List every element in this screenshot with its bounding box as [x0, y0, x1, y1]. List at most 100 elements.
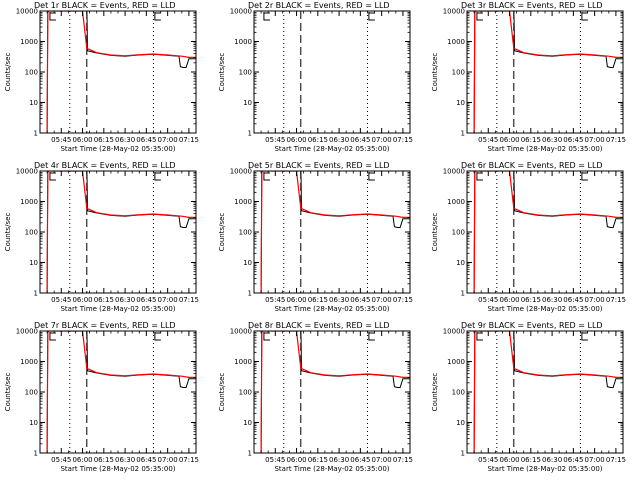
x-axis-label: Start Time (28-May-02 05:35:00): [274, 305, 389, 313]
x-tick-label: 06:00: [72, 456, 92, 464]
saa-bracket-marker: [581, 172, 588, 181]
panel-title: Det 2r BLACK = Events, RED = LLD: [248, 1, 390, 10]
y-tick-label: 1000: [234, 38, 252, 46]
x-tick-label: 07:15: [179, 296, 199, 304]
y-tick-label: 100: [452, 69, 465, 77]
x-tick-label: 06:15: [308, 296, 328, 304]
saa-bracket-marker: [49, 332, 56, 341]
lld-series-line: [46, 171, 196, 293]
panel-title: Det 1r BLACK = Events, RED = LLD: [34, 1, 176, 10]
x-tick-label: 07:00: [158, 296, 178, 304]
x-tick-label: 05:45: [265, 296, 285, 304]
panel-title: Det 3r BLACK = Events, RED = LLD: [461, 1, 603, 10]
y-tick-label: 1: [34, 450, 38, 458]
x-tick-label: 05:45: [478, 296, 498, 304]
x-tick-label: 06:45: [350, 136, 370, 144]
x-tick-label: 06:30: [542, 296, 562, 304]
x-axis-label: Start Time (28-May-02 05:35:00): [487, 145, 602, 153]
x-tick-label: 07:00: [372, 136, 392, 144]
x-tick-label: 07:00: [372, 456, 392, 464]
y-tick-label: 1000: [234, 198, 252, 206]
saa-bracket-marker: [49, 12, 56, 21]
plot-frame: [466, 170, 624, 294]
x-tick-label: 06:30: [329, 296, 349, 304]
detector-panel: Det 7r BLACK = Events, RED = LLD 1 10 100 10…: [4, 321, 199, 473]
lld-series-line: [473, 331, 623, 453]
x-axis-label: Start Time (28-May-02 05:35:00): [60, 305, 175, 313]
x-tick-label: 05:45: [51, 456, 71, 464]
x-tick-label: 06:00: [286, 296, 306, 304]
events-series-line: [260, 331, 410, 453]
y-axis-label: Counts/sec: [4, 53, 12, 92]
saa-bracket-marker: [263, 12, 270, 21]
plot-frame: [253, 10, 411, 134]
saa-bracket-marker: [154, 332, 161, 341]
y-axis-label: Counts/sec: [431, 213, 439, 252]
x-tick-label: 06:15: [94, 456, 114, 464]
events-series-line: [473, 331, 623, 453]
y-tick-label: 10: [456, 259, 465, 267]
x-tick-label: 06:30: [115, 136, 135, 144]
x-tick-label: 06:45: [136, 296, 156, 304]
y-axis-label: Counts/sec: [218, 213, 226, 252]
y-tick-label: 10000: [443, 328, 465, 336]
x-tick-label: 06:00: [499, 296, 519, 304]
y-tick-label: 1: [34, 130, 38, 138]
saa-bracket-marker: [263, 332, 270, 341]
x-axis-label: Start Time (28-May-02 05:35:00): [487, 465, 602, 473]
x-tick-label: 06:00: [286, 456, 306, 464]
saa-bracket-marker: [476, 332, 483, 341]
y-axis-label: Counts/sec: [218, 53, 226, 92]
x-tick-label: 07:15: [179, 456, 199, 464]
x-axis-label: Start Time (28-May-02 05:35:00): [274, 145, 389, 153]
x-tick-label: 06:30: [542, 456, 562, 464]
saa-bracket-marker: [49, 172, 56, 181]
x-tick-label: 06:00: [72, 296, 92, 304]
y-tick-label: 1: [461, 290, 465, 298]
y-axis-label: Counts/sec: [218, 373, 226, 412]
saa-bracket-marker: [263, 172, 270, 181]
detector-panel: Det 5r BLACK = Events, RED = LLD 1 10 100 10…: [218, 161, 413, 313]
y-tick-label: 10: [29, 419, 38, 427]
x-tick-label: 05:45: [51, 296, 71, 304]
y-tick-label: 1000: [20, 358, 38, 366]
lld-series-line: [473, 11, 623, 133]
y-tick-label: 100: [452, 229, 465, 237]
x-tick-label: 05:45: [265, 456, 285, 464]
y-tick-label: 10000: [16, 8, 38, 16]
x-tick-label: 06:45: [136, 136, 156, 144]
y-tick-label: 10000: [16, 328, 38, 336]
y-tick-label: 1: [34, 290, 38, 298]
detector-panel: Det 2r BLACK = Events, RED = LLD 1 10 100 10…: [218, 1, 413, 153]
x-tick-label: 07:15: [606, 136, 626, 144]
detector-panel: Det 4r BLACK = Events, RED = LLD 1 10 100 10…: [4, 161, 199, 313]
x-tick-label: 05:45: [51, 136, 71, 144]
x-tick-label: 07:00: [372, 296, 392, 304]
x-tick-label: 06:45: [563, 456, 583, 464]
y-tick-label: 1: [248, 290, 252, 298]
x-tick-label: 06:45: [563, 136, 583, 144]
saa-bracket-marker: [581, 12, 588, 21]
saa-bracket-marker: [476, 172, 483, 181]
y-tick-label: 100: [452, 389, 465, 397]
detector-panel: Det 6r BLACK = Events, RED = LLD 1 10 100 10…: [431, 161, 626, 313]
x-tick-label: 07:15: [179, 136, 199, 144]
y-tick-label: 10: [456, 419, 465, 427]
x-tick-label: 07:15: [393, 296, 413, 304]
x-tick-label: 07:15: [606, 296, 626, 304]
x-tick-label: 06:45: [563, 296, 583, 304]
y-tick-label: 1000: [447, 358, 465, 366]
x-tick-label: 06:15: [94, 136, 114, 144]
x-tick-label: 06:45: [350, 456, 370, 464]
detector-panel: Det 9r BLACK = Events, RED = LLD 1 10 100 10…: [431, 321, 626, 473]
x-tick-label: 06:00: [499, 456, 519, 464]
y-tick-label: 100: [25, 229, 38, 237]
x-tick-label: 06:00: [286, 136, 306, 144]
x-tick-label: 07:00: [585, 456, 605, 464]
events-series-line: [46, 11, 196, 133]
y-tick-label: 1000: [447, 198, 465, 206]
x-tick-label: 05:45: [478, 136, 498, 144]
y-axis-label: Counts/sec: [431, 53, 439, 92]
saa-bracket-marker: [581, 332, 588, 341]
y-tick-label: 10: [243, 259, 252, 267]
